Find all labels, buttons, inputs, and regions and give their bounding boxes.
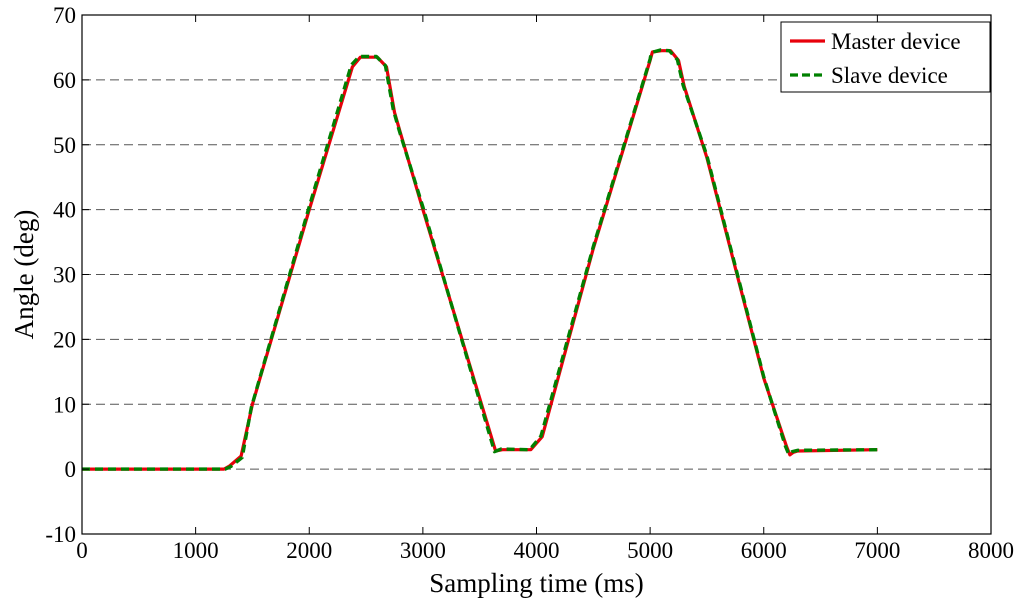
x-tick-label-1000: 1000	[173, 538, 219, 563]
y-tick-label-40: 40	[53, 198, 76, 223]
legend-label-master-device: Master device	[831, 29, 961, 54]
y-tick-label-0: 0	[65, 457, 77, 482]
y-tick-label-50: 50	[53, 133, 76, 158]
legend-box	[780, 21, 991, 93]
x-tick-label-4000: 4000	[514, 538, 560, 563]
y-tick-label-20: 20	[53, 327, 76, 352]
y-tick-label-60: 60	[53, 68, 76, 93]
x-tick-label-6000: 6000	[741, 538, 787, 563]
x-tick-label-8000: 8000	[968, 538, 1014, 563]
x-tick-label-2000: 2000	[286, 538, 332, 563]
y-tick-label-10: -10	[45, 522, 76, 547]
y-tick-label-10: 10	[53, 392, 76, 417]
y-tick-label-30: 30	[53, 263, 76, 288]
legend: Master device Slave device	[780, 21, 991, 93]
x-axis-title: Sampling time (ms)	[429, 568, 643, 598]
grid-lines	[82, 79, 991, 470]
axis-ticks: 0 1000 2000 3000 4000 5000 6000 7000 8000-100102…	[45, 3, 1014, 563]
series-lines	[82, 48, 878, 471]
x-tick-label-0: 0	[76, 538, 88, 563]
x-tick-label-7000: 7000	[854, 538, 900, 563]
legend-label-slave-device: Slave device	[831, 63, 948, 88]
x-tick-label-5000: 5000	[627, 538, 673, 563]
y-tick-label-70: 70	[53, 3, 76, 28]
y-axis-title: Angle (deg)	[9, 210, 39, 340]
x-tick-label-3000: 3000	[400, 538, 446, 563]
series-line-slave-device	[82, 48, 878, 471]
